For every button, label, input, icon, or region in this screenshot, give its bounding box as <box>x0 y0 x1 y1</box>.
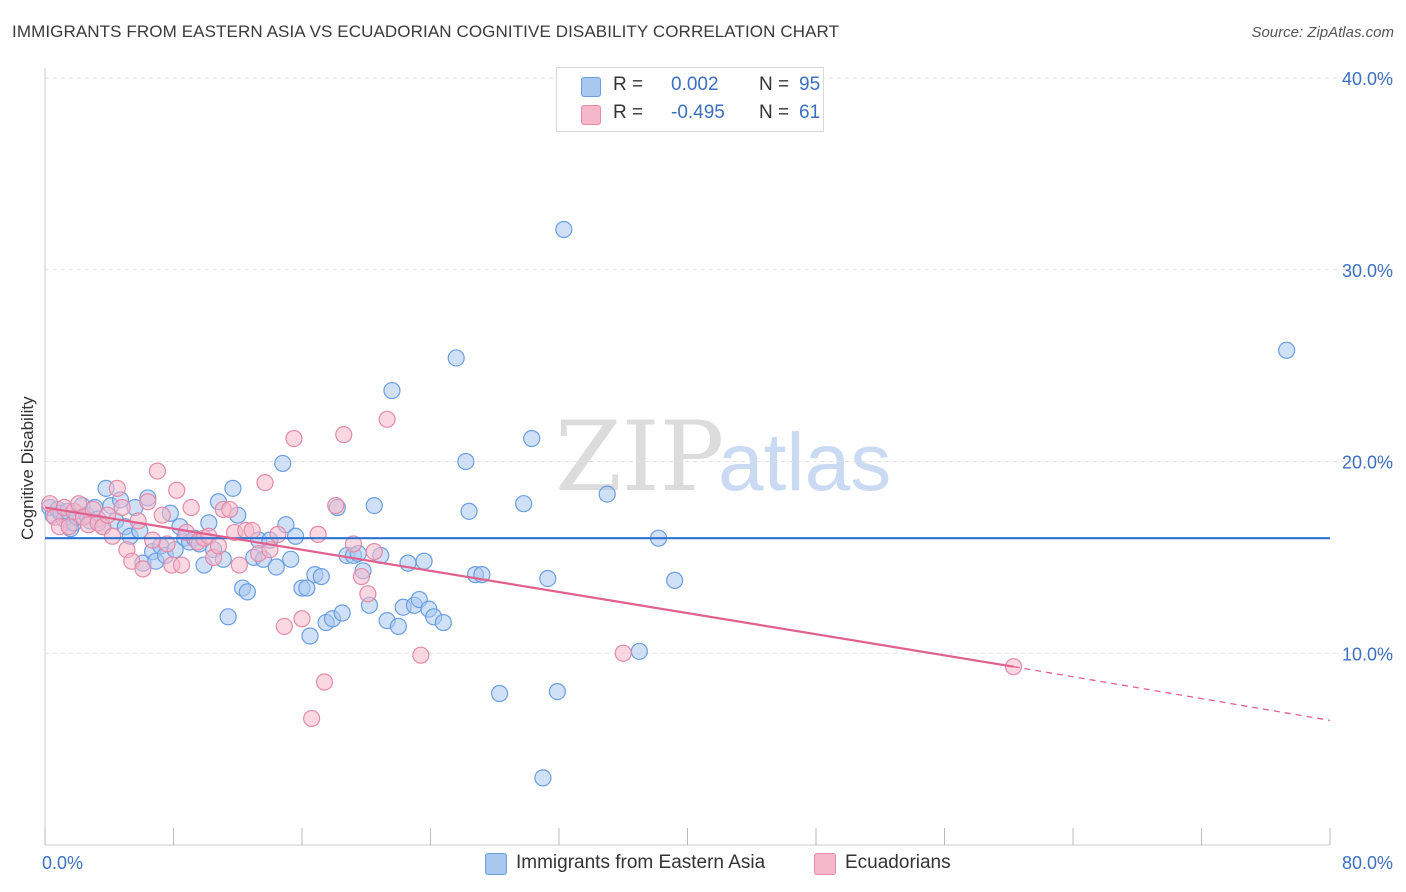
eastern-asia-point <box>274 454 292 473</box>
eastern-asia-point <box>447 349 465 367</box>
trend-line-ecuadorians-extension <box>1013 666 1331 722</box>
legend-swatch-blue <box>581 77 601 97</box>
ecuadorians-point <box>158 535 176 553</box>
ecuadorians-point <box>182 498 200 517</box>
bottom-legend-label: Ecuadorians <box>845 852 951 873</box>
ecuadorians-point <box>315 673 334 691</box>
eastern-asia-point <box>457 452 475 471</box>
eastern-asia-point <box>548 682 566 701</box>
ecuadorians-point <box>103 527 122 545</box>
eastern-asia-point <box>539 569 557 588</box>
ecuadorians-point <box>144 531 162 549</box>
x-tick-label-max: 80.0% <box>1342 853 1393 873</box>
eastern-asia-point <box>1278 341 1296 359</box>
legend-n-label: N = <box>759 102 790 123</box>
ecuadorians-point <box>303 709 321 728</box>
ecuadorians-point <box>412 646 430 664</box>
ecuadorians-point <box>256 473 274 492</box>
legend-n-value: 95 <box>799 74 821 95</box>
eastern-asia-point <box>267 558 285 576</box>
legend-r-value: 0.002 <box>671 74 719 95</box>
eastern-asia-point <box>490 684 509 703</box>
ecuadorians-point <box>309 525 327 543</box>
ecuadorians-point <box>359 585 377 603</box>
y-axis-label: Cognitive Disability <box>18 396 37 540</box>
trend-line-ecuadorians <box>44 506 1014 668</box>
eastern-asia-point <box>312 567 330 586</box>
eastern-asia-point <box>666 571 684 589</box>
ecuadorians-point <box>134 560 152 578</box>
ecuadorians-point <box>344 535 362 553</box>
eastern-asia-point <box>598 485 616 503</box>
stats-legend: R = 0.002 N = 95 R = -0.495 N = 61 <box>556 67 824 132</box>
legend-n-label: N = <box>759 74 790 95</box>
ecuadorians-point <box>378 410 396 428</box>
ecuadorians-point <box>269 525 287 543</box>
ecuadorians-point <box>113 498 131 517</box>
y-tick-label: 40.0% <box>1342 69 1393 89</box>
ecuadorians-point <box>153 506 171 524</box>
ecuadorians-point <box>327 497 345 515</box>
ecuadorians-point <box>243 521 261 540</box>
eastern-asia-point <box>224 479 242 497</box>
ecuadorians-point <box>60 518 78 536</box>
bottom-legend-swatch-pink <box>814 853 836 875</box>
ecuadorians-point <box>148 462 167 480</box>
bottom-legend-swatch-blue <box>485 853 507 875</box>
ecuadorians-point <box>221 500 239 519</box>
ecuadorians-point <box>108 479 126 497</box>
axes <box>44 68 1331 846</box>
legend-r-label: R = <box>613 74 644 95</box>
ecuadorians-point <box>230 556 248 574</box>
eastern-asia-point <box>523 429 541 448</box>
watermark-zip: ZIP <box>555 401 724 513</box>
bottom-legend-label: Immigrants from Eastern Asia <box>516 852 766 873</box>
ecuadorians-point <box>99 506 117 524</box>
ecuadorians-point <box>275 617 293 636</box>
ecuadorians-point <box>614 644 632 662</box>
eastern-asia-point <box>282 550 300 568</box>
ecuadorians-point <box>139 493 157 511</box>
watermark-atlas: atlas <box>718 417 891 508</box>
x-tick-label-min: 0.0% <box>42 853 83 873</box>
y-tick-label: 30.0% <box>1342 261 1393 281</box>
eastern-asia-point <box>534 769 552 787</box>
eastern-asia-point <box>286 527 305 545</box>
eastern-asia-point <box>415 552 433 570</box>
ecuadorians-point <box>352 567 371 586</box>
legend-n-value: 61 <box>799 102 821 123</box>
y-tick-label: 10.0% <box>1342 644 1393 664</box>
trend-lines <box>44 506 1331 722</box>
eastern-asia-point <box>301 627 319 645</box>
eastern-asia-point <box>630 642 648 660</box>
eastern-asia-point <box>238 583 256 601</box>
eastern-asia-point <box>460 502 478 520</box>
eastern-asia-point <box>219 608 237 626</box>
eastern-asia-point <box>365 497 383 515</box>
ecuadorians-point <box>168 481 186 499</box>
ecuadorians-point <box>172 556 191 574</box>
legend-r-value: -0.495 <box>671 102 725 123</box>
tick-labels: 10.0% 20.0% 30.0% 40.0% 0.0% 80.0% <box>42 69 1393 873</box>
eastern-asia-point <box>389 617 407 636</box>
chart-title: IMMIGRANTS FROM EASTERN ASIA VS ECUADORI… <box>12 22 840 41</box>
eastern-asia-point <box>515 495 533 513</box>
ecuadorians-point <box>209 537 228 555</box>
legend-r-label: R = <box>613 102 644 123</box>
eastern-asia-point <box>333 604 351 622</box>
eastern-asia-point <box>434 613 452 632</box>
eastern-asia-point <box>298 579 316 597</box>
ecuadorians-point <box>335 426 353 444</box>
ecuadorians-point <box>365 543 383 561</box>
y-tick-label: 20.0% <box>1342 453 1393 473</box>
ecuadorians-point <box>285 429 303 448</box>
source-credit: Source: ZipAtlas.com <box>1251 24 1394 41</box>
legend-swatch-pink <box>581 105 601 125</box>
eastern-asia-point <box>555 220 573 239</box>
eastern-asia-point <box>383 381 401 400</box>
ecuadorians-point <box>293 610 311 628</box>
